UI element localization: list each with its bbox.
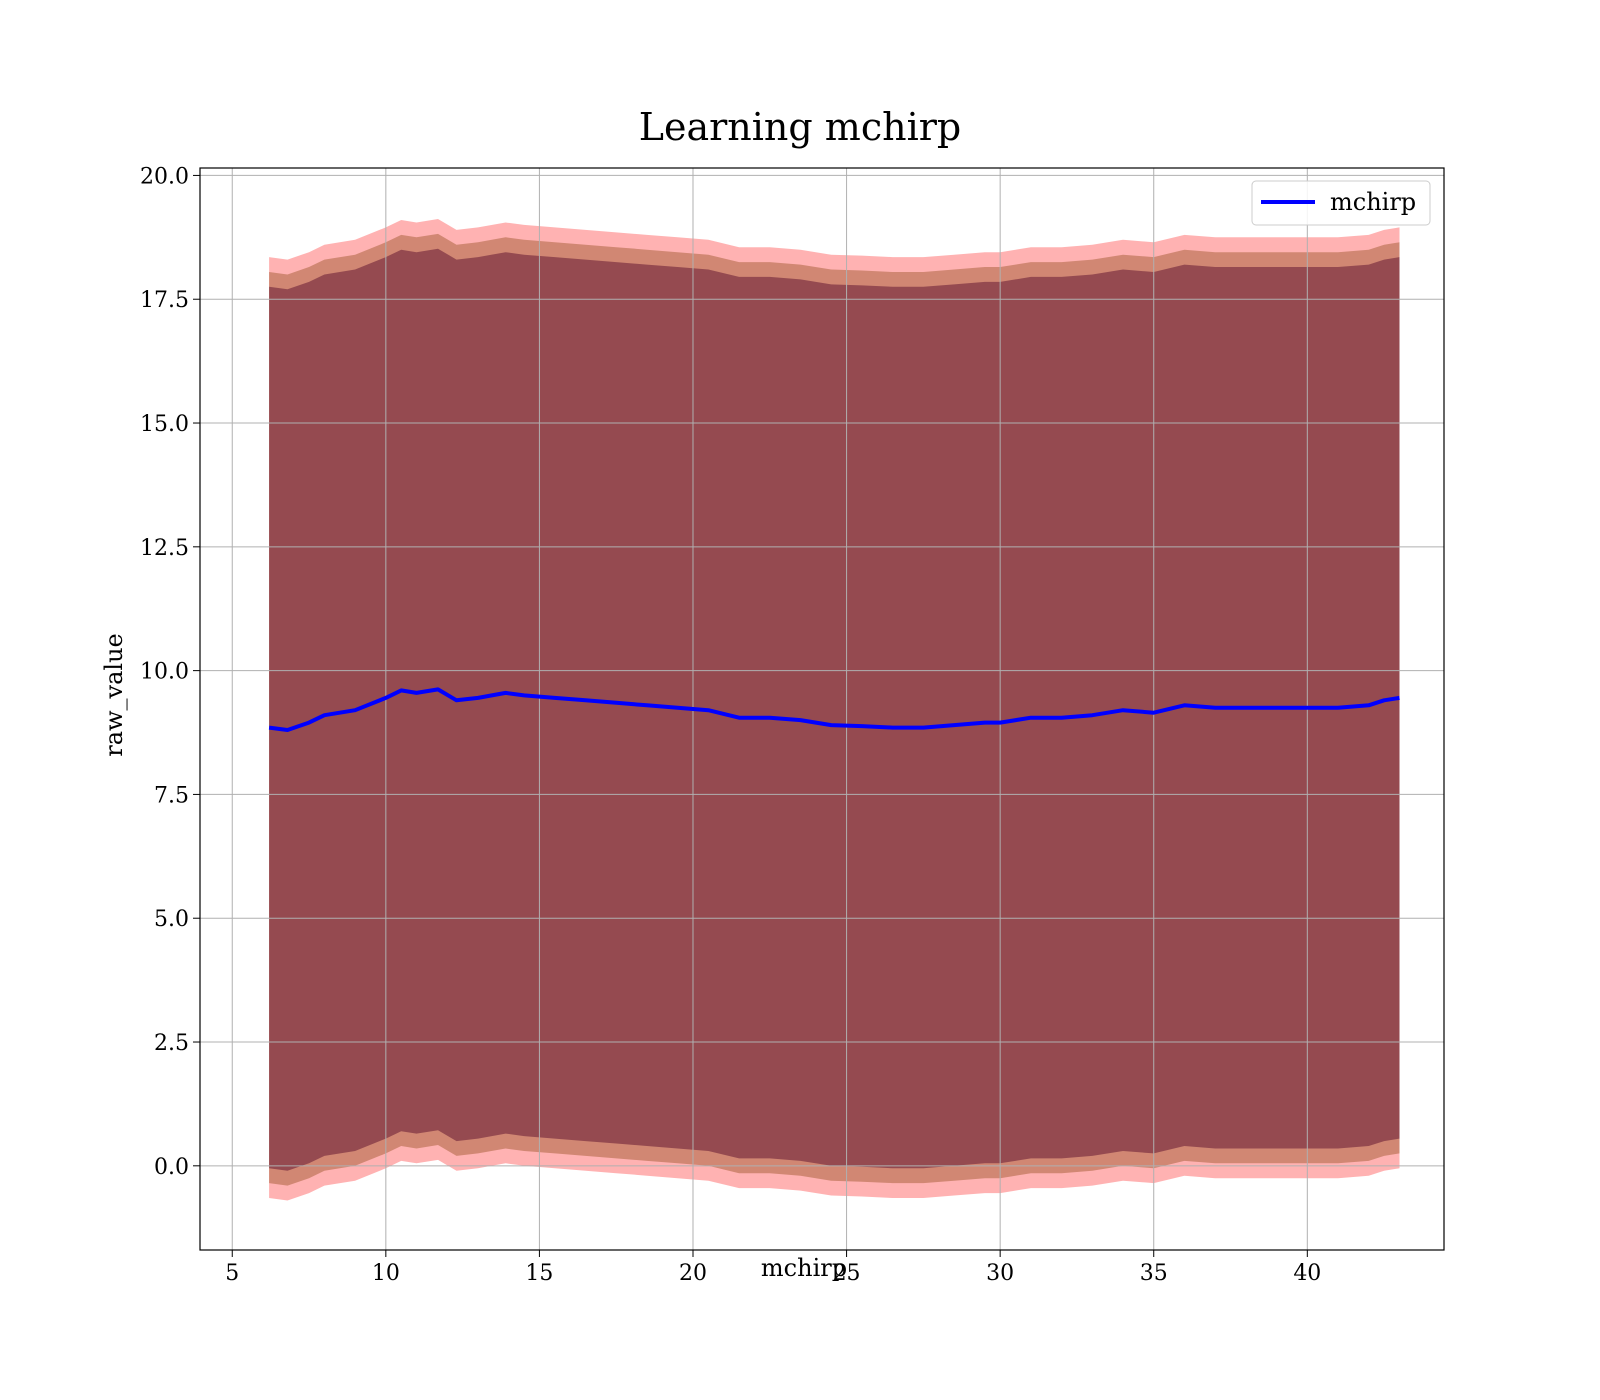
x-tick-label: 30 (986, 1261, 1014, 1286)
y-axis-label: raw_value (100, 633, 128, 757)
x-tick-label: 20 (679, 1261, 707, 1286)
chart-title: Learning mchirp (639, 105, 961, 149)
y-tick-label: 0.0 (154, 1155, 189, 1180)
y-tick-label: 5.0 (154, 907, 189, 932)
series-line-mchirp (268, 687, 1400, 732)
y-tick-label: 12.5 (140, 536, 189, 561)
confidence-bands (269, 219, 1400, 1201)
legend-label: mchirp (1330, 188, 1416, 216)
confidence-band-3 (269, 248, 1400, 1171)
y-tick-label: 10.0 (140, 660, 189, 685)
x-tick-label: 35 (1140, 1261, 1168, 1286)
y-tick-label: 15.0 (140, 412, 189, 437)
x-tick-label: 10 (372, 1261, 400, 1286)
y-tick-label: 17.5 (140, 288, 189, 313)
y-axis-ticks: 0.0 2.5 5.0 7.5 10.0 12.5 15.0 17.5 20.0 (140, 164, 200, 1180)
plot-frame (199, 167, 1445, 1251)
x-tick-label: 5 (225, 1261, 239, 1286)
legend-box (1251, 180, 1431, 226)
y-tick-label: 7.5 (154, 783, 189, 808)
x-tick-label: 40 (1293, 1261, 1321, 1286)
x-axis-ticks: 5 10 15 20 25 30 35 40 (225, 1250, 1321, 1286)
confidence-band-1 (269, 219, 1400, 1201)
legend: mchirp (1251, 180, 1431, 226)
x-tick-label: 25 (833, 1261, 861, 1286)
x-tick-label: 15 (525, 1261, 553, 1286)
x-axis-label: mchirp (761, 1254, 847, 1282)
y-tick-label: 2.5 (154, 1031, 189, 1056)
series-lines (268, 687, 1400, 732)
y-tick-label: 20.0 (140, 164, 189, 189)
confidence-band-2 (269, 233, 1400, 1186)
